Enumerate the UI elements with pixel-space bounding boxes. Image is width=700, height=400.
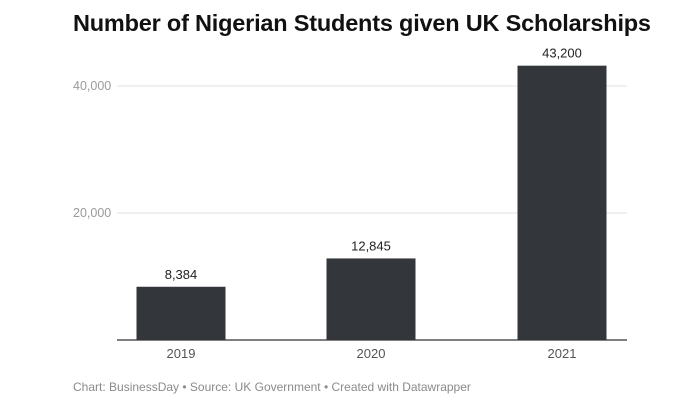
x-tick-label: 2020 bbox=[357, 346, 386, 361]
data-label: 12,845 bbox=[351, 238, 391, 253]
data-label: 8,384 bbox=[165, 267, 198, 282]
bar-2019 bbox=[136, 286, 226, 340]
chart-footer: Chart: BusinessDay • Source: UK Governme… bbox=[73, 380, 471, 394]
x-tick-label: 2021 bbox=[548, 346, 577, 361]
data-label: 43,200 bbox=[542, 46, 582, 61]
chart-title: Number of Nigerian Students given UK Sch… bbox=[73, 10, 651, 36]
bar-2021 bbox=[517, 65, 607, 341]
bar-2020 bbox=[326, 258, 416, 340]
y-tick-label: 40,000 bbox=[73, 79, 111, 93]
x-tick-label: 2019 bbox=[167, 346, 196, 361]
y-tick-label: 20,000 bbox=[73, 206, 111, 220]
